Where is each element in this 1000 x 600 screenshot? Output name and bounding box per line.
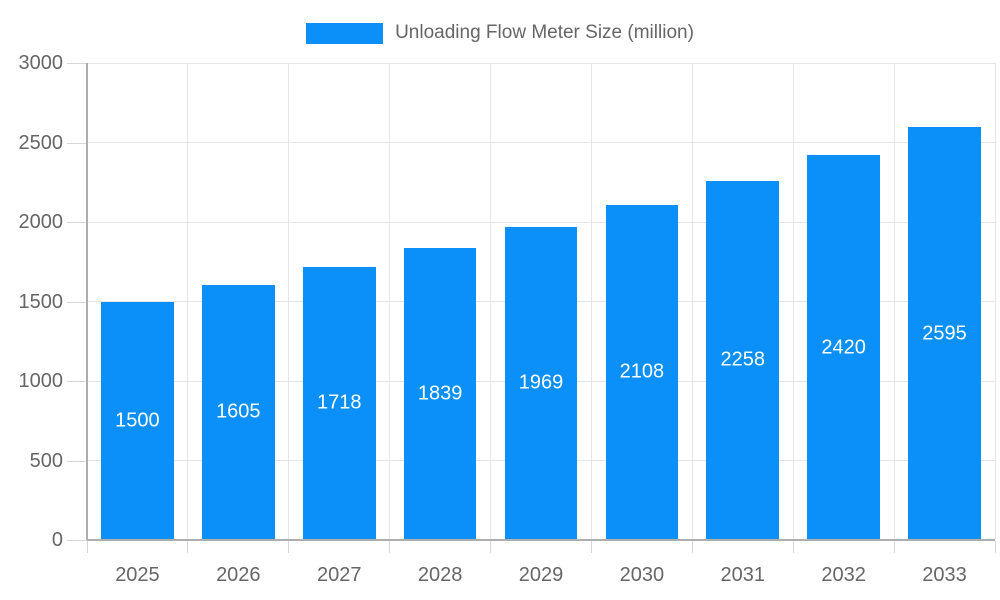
y-tick-label: 1000	[18, 370, 64, 392]
x-tick-label: 2033	[922, 564, 967, 586]
bar-value-label: 2595	[922, 322, 967, 345]
y-tick-mark	[67, 381, 87, 382]
x-tick-label: 2028	[417, 564, 463, 586]
y-tick-mark	[67, 301, 87, 303]
x-tick-label: 2031	[720, 564, 766, 586]
legend-label: Unloading Flow Meter Size (million)	[395, 22, 694, 43]
x-tick-mark	[590, 541, 592, 553]
gridline	[792, 63, 794, 540]
x-tick-label: 2025	[115, 564, 160, 586]
x-tick-mark	[86, 541, 88, 553]
chart-legend[interactable]: Unloading Flow Meter Size (million)	[0, 22, 1000, 44]
gridline	[994, 63, 996, 540]
x-tick-mark	[187, 541, 189, 553]
bar[interactable]: 1969	[504, 226, 578, 540]
bar-value-label: 1500	[115, 409, 160, 432]
y-tick-label: 0	[51, 529, 63, 551]
y-tick-label: 1500	[18, 290, 64, 313]
x-tick-mark	[288, 541, 290, 553]
bar-value-label: 1839	[417, 382, 463, 405]
gridline	[87, 62, 995, 64]
x-tick-mark	[490, 541, 492, 553]
gridline	[187, 63, 189, 540]
bar-value-label: 1969	[518, 371, 564, 394]
bar[interactable]: 2108	[605, 204, 679, 540]
x-tick-label: 2026	[216, 564, 261, 586]
y-tick-mark	[67, 540, 87, 541]
y-tick-mark	[67, 222, 87, 223]
bar-value-label: 2258	[720, 348, 766, 371]
x-tick-mark	[691, 541, 693, 553]
bar[interactable]: 2595	[908, 127, 981, 540]
y-tick-label: 3000	[18, 52, 64, 74]
y-tick-mark	[67, 460, 87, 462]
x-tick-label: 2030	[619, 564, 665, 586]
bar[interactable]: 1718	[302, 266, 376, 540]
y-tick-mark	[67, 142, 87, 144]
y-axis-line	[86, 63, 88, 540]
x-tick-mark	[893, 541, 895, 553]
gridline	[590, 63, 592, 540]
x-tick-label: 2027	[316, 564, 362, 586]
gridline	[87, 221, 995, 223]
gridline	[893, 63, 895, 540]
bar-value-label: 1605	[216, 400, 261, 423]
x-tick-label: 2032	[821, 564, 866, 586]
y-tick-label: 2500	[18, 131, 64, 154]
y-tick-label: 500	[29, 449, 63, 472]
bar[interactable]: 2420	[807, 155, 880, 540]
bar[interactable]: 1605	[202, 284, 275, 540]
legend-swatch	[306, 22, 384, 44]
bar[interactable]: 1500	[101, 301, 174, 540]
gridline	[288, 63, 290, 540]
gridline	[490, 63, 492, 540]
bar[interactable]: 1839	[403, 247, 477, 540]
bar[interactable]: 2258	[706, 180, 780, 540]
x-tick-mark	[792, 541, 794, 553]
x-axis-line	[87, 539, 995, 541]
y-tick-label: 2000	[18, 211, 64, 233]
bar-value-label: 2420	[821, 336, 866, 359]
gridline	[389, 63, 391, 540]
gridline	[691, 63, 693, 540]
x-tick-mark	[389, 541, 391, 553]
gridline	[87, 142, 995, 143]
bar-value-label: 2108	[619, 360, 665, 383]
bar-value-label: 1718	[316, 391, 362, 414]
x-tick-mark	[994, 541, 996, 553]
plot-area: 1500 1605 1718 1839 1969 2108 2258 2420 2595	[87, 62, 996, 540]
x-tick-label: 2029	[518, 564, 564, 586]
y-tick-mark	[67, 63, 87, 64]
